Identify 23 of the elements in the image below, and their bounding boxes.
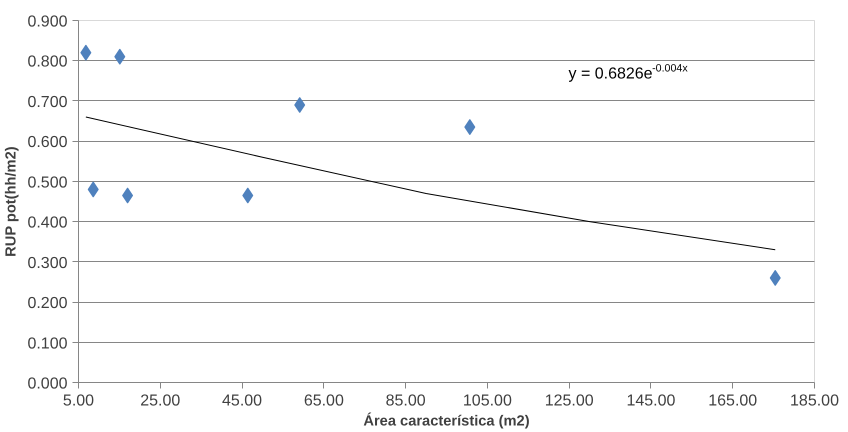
y-tick-label: 0.700 (27, 94, 68, 111)
x-tick-label: 105.00 (462, 392, 512, 410)
x-tick-label: 85.00 (386, 392, 426, 410)
x-tick-label: 165.00 (708, 392, 758, 410)
y-tick-label: 0.600 (27, 134, 68, 152)
x-tick-label: 145.00 (626, 392, 676, 410)
y-tick-label: 0.000 (27, 376, 68, 392)
y-tick-label: 0.400 (27, 214, 68, 232)
y-tick-label: 0.200 (27, 295, 68, 312)
x-tick-label: 25.00 (140, 392, 180, 410)
y-tick-label: 0.800 (27, 54, 68, 71)
x-tick-label: 5.00 (62, 392, 94, 410)
y-axis-title: RUP pot(hh/m2) (3, 146, 20, 257)
line-series (85, 116, 776, 250)
x-tick-label: 65.00 (304, 392, 344, 410)
x-tick-label: 125.00 (544, 392, 594, 410)
y-tick-label: 0.500 (27, 174, 68, 192)
y-tick-label: 0.300 (27, 254, 68, 272)
x-axis-title: Área característica (m2) (363, 412, 530, 430)
x-tick-label: 45.00 (222, 392, 262, 410)
y-tick-label: 0.100 (27, 335, 68, 352)
y-tick-label: 0.900 (27, 14, 68, 30)
x-tick-label: 185.00 (790, 392, 840, 410)
